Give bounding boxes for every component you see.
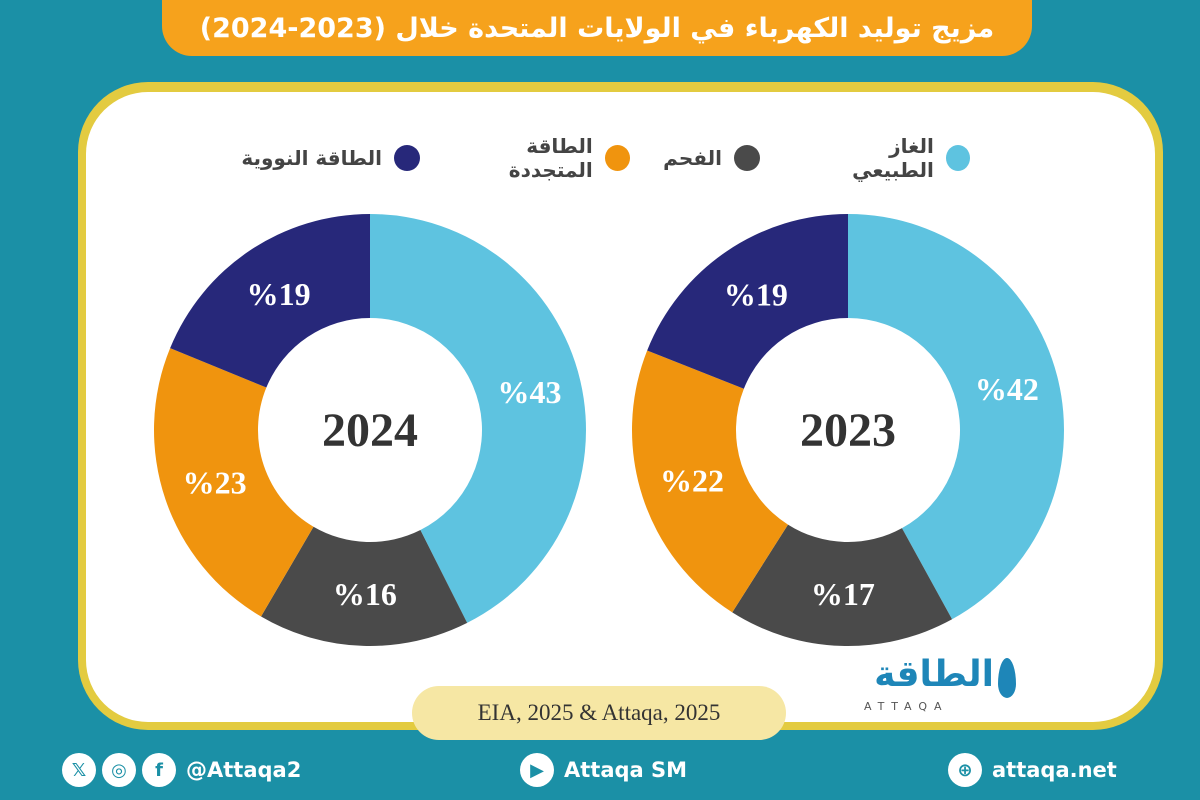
legend-item-renewables: الطاقة المتجددة: [440, 134, 630, 182]
slice-label-2023-2: %22: [660, 463, 724, 499]
legend-swatch-nuclear: [394, 145, 420, 171]
website-group: ⊕ attaqa.net: [948, 750, 1117, 790]
slice-label-2024-0: %43: [498, 374, 562, 410]
legend-item-coal: الفحم: [650, 140, 760, 176]
source-pill: EIA, 2025 & Attaqa, 2025: [412, 686, 786, 740]
donut-year-2024: 2024: [322, 404, 418, 457]
legend-label-gas: الغاز الطبيعي: [852, 134, 934, 182]
donut-slice-2023-3: [647, 214, 848, 389]
donut-slice-2024-1: [261, 526, 468, 646]
slice-label-2024-1: %16: [333, 576, 397, 612]
legend-swatch-gas: [945, 145, 970, 171]
legend-label-coal: الفحم: [663, 146, 722, 170]
legend-item-nuclear: الطاقة النووية: [240, 140, 420, 176]
social-handle[interactable]: @Attaqa2: [186, 758, 302, 782]
donut-slice-2023-2: [632, 350, 788, 613]
logo-english: ATTAQA: [864, 700, 949, 713]
slice-label-2024-3: %19: [247, 276, 311, 312]
website-link[interactable]: attaqa.net: [992, 758, 1117, 782]
slice-label-2023-3: %19: [724, 276, 788, 312]
attaqa-logo: الطاقة ATTAQA: [842, 654, 1022, 720]
slice-label-2024-2: %23: [183, 465, 247, 501]
globe-icon[interactable]: ⊕: [948, 753, 982, 787]
donut-slice-2023-1: [732, 524, 953, 646]
donut-slice-2024-0: [370, 214, 586, 623]
social-group: 𝕏 ◎ f @Attaqa2: [62, 750, 301, 790]
legend-swatch-renewables: [604, 145, 630, 171]
legend-item-gas: الغاز الطبيعي: [810, 134, 970, 182]
donut-slice-2024-2: [154, 348, 314, 617]
youtube-channel[interactable]: Attaqa SM: [564, 758, 688, 782]
legend-label-renewables: الطاقة المتجددة: [508, 134, 593, 182]
donut-year-2023: 2023: [800, 404, 896, 457]
title-banner: مزيج توليد الكهرباء في الولايات المتحدة …: [162, 0, 1032, 56]
x-icon[interactable]: 𝕏: [62, 753, 96, 787]
youtube-group: ▶ Attaqa SM: [520, 750, 687, 790]
legend-label-nuclear: الطاقة النووية: [241, 146, 382, 170]
logo-arabic: الطاقة: [874, 654, 994, 695]
donut-slice-2023-0: [848, 214, 1064, 620]
slice-label-2023-0: %42: [975, 371, 1039, 407]
slice-label-2023-1: %17: [811, 576, 875, 612]
footer: 𝕏 ◎ f @Attaqa2 ▶ Attaqa SM ⊕ attaqa.net: [0, 740, 1200, 800]
donut-slice-2024-3: [170, 214, 370, 388]
page-title: مزيج توليد الكهرباء في الولايات المتحدة …: [199, 12, 995, 44]
legend-swatch-coal: [734, 145, 760, 171]
youtube-icon[interactable]: ▶: [520, 753, 554, 787]
drop-icon: [998, 658, 1016, 698]
instagram-icon[interactable]: ◎: [102, 753, 136, 787]
facebook-icon[interactable]: f: [142, 753, 176, 787]
source-text: EIA, 2025 & Attaqa, 2025: [477, 700, 721, 725]
